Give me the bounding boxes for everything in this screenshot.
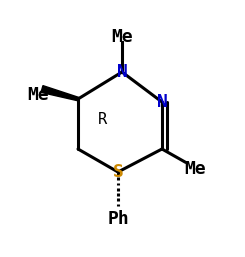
Text: S: S	[112, 163, 123, 181]
Polygon shape	[41, 86, 78, 101]
Text: N: N	[117, 63, 127, 81]
Text: Me: Me	[111, 28, 133, 46]
Text: Ph: Ph	[107, 210, 129, 228]
Text: R: R	[98, 112, 107, 126]
Text: N: N	[157, 93, 167, 111]
Text: Me: Me	[184, 160, 206, 178]
Text: Me: Me	[27, 86, 49, 104]
